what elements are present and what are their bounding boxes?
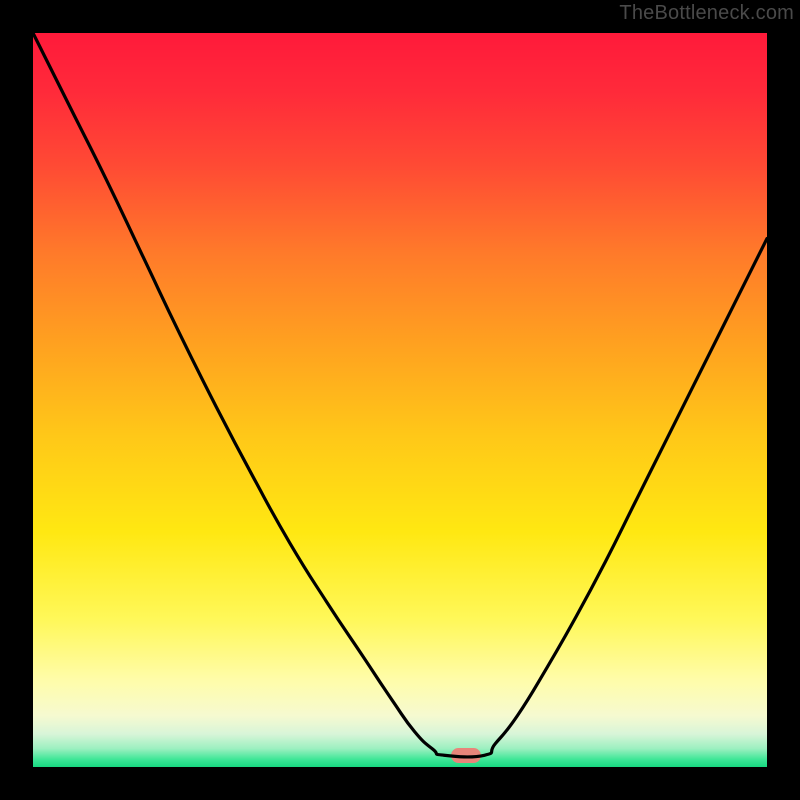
border-right <box>767 0 800 800</box>
chart-frame: TheBottleneck.com <box>0 0 800 800</box>
bottleneck-curve <box>33 33 767 767</box>
border-left <box>0 0 33 800</box>
bottleneck-marker <box>451 748 480 763</box>
border-bottom <box>0 767 800 800</box>
plot-area <box>33 33 767 767</box>
watermark-text: TheBottleneck.com <box>619 2 794 25</box>
